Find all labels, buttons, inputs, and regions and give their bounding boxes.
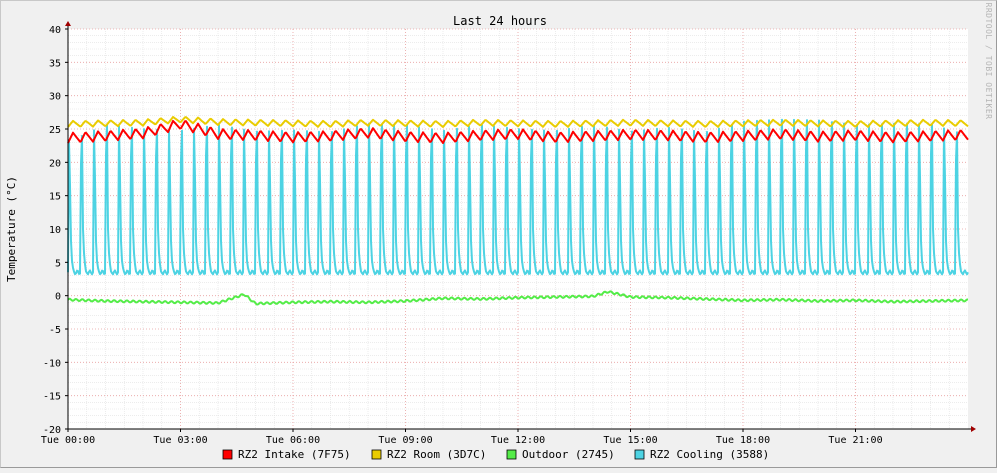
x-tick-label: Tue 03:00: [153, 435, 207, 446]
y-tick-label: -10: [43, 358, 61, 369]
x-tick-label: Tue 00:00: [41, 435, 95, 446]
x-tick-label: Tue 12:00: [491, 435, 545, 446]
y-tick-label: 5: [55, 258, 61, 269]
legend-swatch: [371, 449, 382, 460]
x-tick-label: Tue 15:00: [603, 435, 657, 446]
legend-swatch: [506, 449, 517, 460]
series-line-rz2-room-3d7c: [67, 116, 969, 128]
series-line-rz2-cooling-3588: [67, 118, 969, 276]
y-tick-label: 15: [49, 192, 61, 203]
series-line-rz2-intake-7f75: [67, 119, 969, 144]
x-axis-arrow: [971, 426, 976, 432]
series-layer: [67, 116, 969, 306]
y-axis-label: Temperature (°C): [5, 176, 18, 282]
legend-label: Outdoor (2745): [522, 448, 615, 461]
x-tick-label: Tue 21:00: [828, 435, 882, 446]
legend-label: RZ2 Room (3D7C): [387, 448, 486, 461]
x-tick-label: Tue 06:00: [266, 435, 320, 446]
y-tick-label: -5: [49, 325, 61, 336]
y-tick-label: 40: [49, 25, 61, 36]
series-line-outdoor-2745: [67, 290, 968, 306]
y-tick-label: 10: [49, 225, 61, 236]
y-tick-label: -20: [43, 425, 61, 436]
y-tick-label: 30: [49, 92, 61, 103]
y-axis-arrow: [65, 21, 71, 26]
y-tick-label: 35: [49, 58, 61, 69]
axes: [65, 21, 976, 432]
y-tick-label: 25: [49, 125, 61, 136]
y-tick-label: 20: [49, 158, 61, 169]
legend-swatch: [222, 449, 233, 460]
legend: RZ2 Intake (7F75) RZ2 Room (3D7C) Outdoor …: [222, 448, 769, 461]
chart-title: Last 24 hours: [453, 14, 547, 28]
y-tick-label: -15: [43, 392, 61, 403]
x-tick-label: Tue 09:00: [378, 435, 432, 446]
legend-label: RZ2 Intake (7F75): [238, 448, 351, 461]
watermark: RRDTOOL / TOBI OETIKER: [984, 3, 993, 120]
y-tick-label: 0: [55, 292, 61, 303]
x-tick-label: Tue 18:00: [716, 435, 770, 446]
legend-label: RZ2 Cooling (3588): [650, 448, 769, 461]
legend-swatch: [634, 449, 645, 460]
